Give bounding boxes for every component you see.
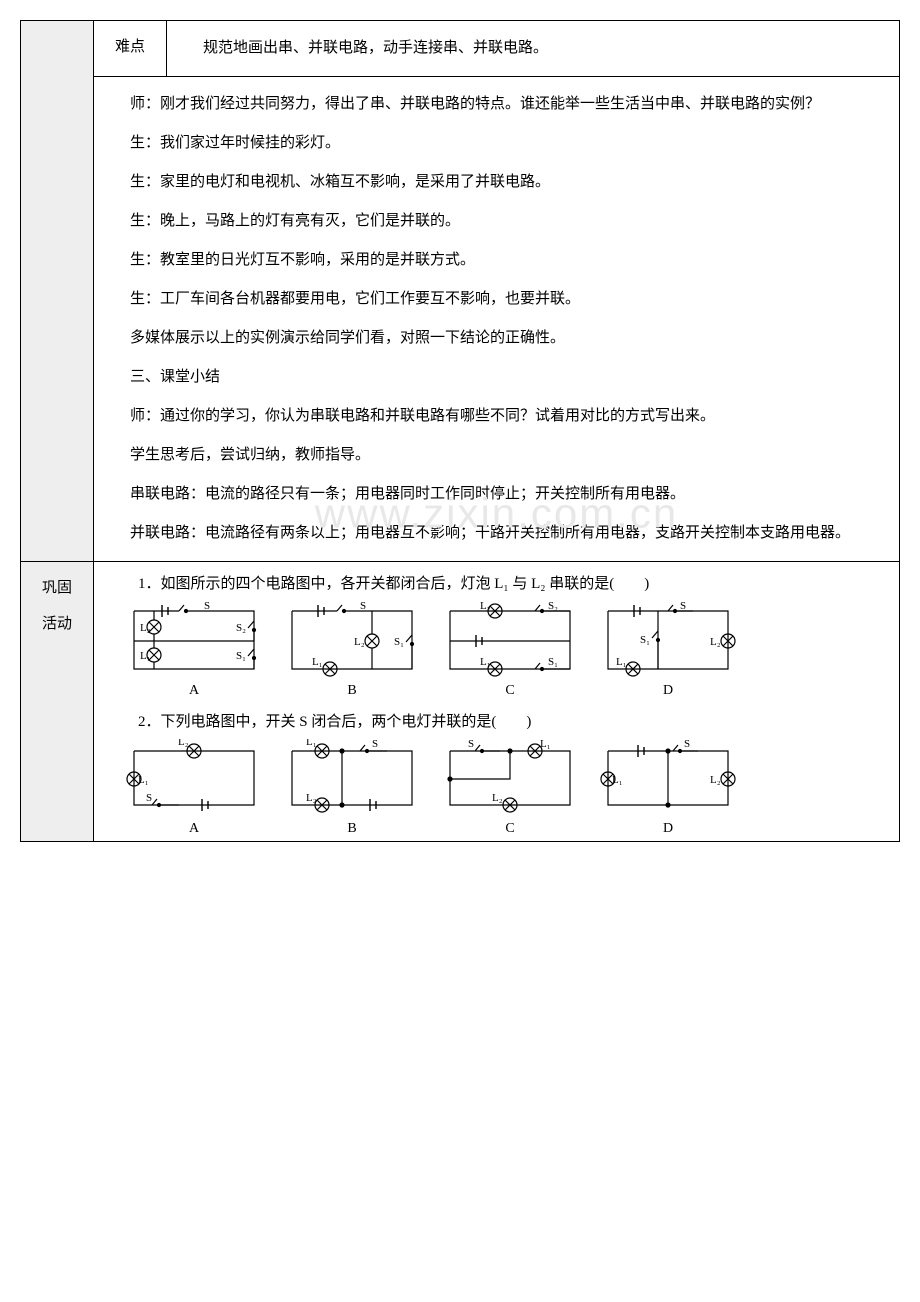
q2-text: 2．下列电路图中，开关 S 闭合后，两个电灯并联的是( ): [108, 708, 885, 737]
dialogue-p4: 生：晚上，马路上的灯有亮有灭，它们是并联的。: [100, 202, 893, 241]
svg-text:L₂: L₂: [354, 636, 365, 648]
dialogue-p6: 生：工厂车间各台机器都要用电，它们工作要互不影响，也要并联。: [100, 280, 893, 319]
q2-diag-d: S L₁ L₂ D: [598, 739, 738, 841]
svg-text:L₁: L₁: [138, 774, 149, 786]
practice-label-cell: 巩固 活动: [21, 562, 94, 842]
svg-text:L₁: L₁: [540, 739, 551, 750]
svg-text:S₁: S₁: [394, 636, 404, 648]
dialogue-p10: 学生思考后，尝试归纳，教师指导。: [100, 436, 893, 475]
svg-text:L₁: L₁: [616, 656, 627, 668]
svg-text:L₂: L₂: [710, 636, 721, 648]
q1-circuit-b-icon: S L₂ L₁ S₁: [282, 601, 422, 679]
dialogue-p12: 并联电路：电流路径有两条以上；用电器互不影响；干路开关控制所有用电器，支路开关控…: [100, 514, 893, 553]
difficulty-text: 规范地画出串、并联电路，动手连接串、并联电路。: [173, 29, 893, 68]
svg-text:S: S: [372, 739, 378, 750]
q1-diag-c: L₂ S₂ L₁ S₁ C: [440, 601, 580, 703]
svg-text:S: S: [146, 792, 152, 804]
dialogue-p1: 师：刚才我们经过共同努力，得出了串、并联电路的特点。谁还能举一些生活当中串、并联…: [100, 85, 893, 124]
svg-text:S₂: S₂: [236, 622, 246, 634]
dialogue-wrap: 师：刚才我们经过共同努力，得出了串、并联电路的特点。谁还能举一些生活当中串、并联…: [100, 85, 893, 553]
dialogue-p9: 师：通过你的学习，你认为串联电路和并联电路有哪些不同？试着用对比的方式写出来。: [100, 397, 893, 436]
svg-text:S: S: [680, 601, 686, 612]
difficulty-label-cell: 难点: [94, 21, 167, 77]
q2-cap-c: C: [505, 817, 514, 841]
q2-circuit-c-icon: S L₁ L₂: [440, 739, 580, 817]
svg-text:L₁: L₁: [612, 774, 623, 786]
svg-text:L₂: L₂: [140, 622, 151, 634]
lesson-table: 难点 规范地画出串、并联电路，动手连接串、并联电路。 师：刚才我们经过共同努力，…: [20, 20, 900, 842]
q1-diag-d: S S₁ L₂ L₁ D: [598, 601, 738, 703]
q2-cap-b: B: [347, 817, 356, 841]
svg-text:S: S: [468, 739, 474, 750]
dialogue-cell: 师：刚才我们经过共同努力，得出了串、并联电路的特点。谁还能举一些生活当中串、并联…: [94, 77, 900, 562]
q1-circuit-a-icon: L₂ L₁ S S₂ S₁: [124, 601, 264, 679]
q2-cap-a: A: [189, 817, 199, 841]
svg-text:S: S: [684, 739, 690, 750]
q1-diagrams: L₂ L₁ S S₂ S₁ A: [124, 601, 885, 703]
svg-text:L₂: L₂: [492, 792, 503, 804]
svg-text:S: S: [360, 601, 366, 612]
dialogue-p7: 多媒体展示以上的实例演示给同学们看，对照一下结论的正确性。: [100, 319, 893, 358]
svg-text:L₁: L₁: [140, 650, 151, 662]
q1-cap-b: B: [347, 679, 356, 703]
dialogue-p5: 生：教室里的日光灯互不影响，采用的是并联方式。: [100, 241, 893, 280]
q2-diag-c: S L₁ L₂ C: [440, 739, 580, 841]
svg-text:L₂: L₂: [306, 792, 317, 804]
difficulty-label: 难点: [115, 39, 145, 55]
practice-label-1: 巩固: [27, 570, 87, 606]
dialogue-p2: 生：我们家过年时候挂的彩灯。: [100, 124, 893, 163]
svg-text:L₁: L₁: [306, 739, 317, 748]
q2-diag-a: L₂ L₁ S A: [124, 739, 264, 841]
svg-text:S₁: S₁: [640, 634, 650, 646]
svg-text:L₁: L₁: [480, 656, 491, 668]
svg-text:S₁: S₁: [548, 656, 558, 668]
q1-cap-d: D: [663, 679, 673, 703]
q1-diag-a: L₂ L₁ S S₂ S₁ A: [124, 601, 264, 703]
svg-text:S₂: S₂: [548, 601, 558, 612]
q2-cap-d: D: [663, 817, 673, 841]
q1-circuit-d-icon: S S₁ L₂ L₁: [598, 601, 738, 679]
q2-circuit-a-icon: L₂ L₁ S: [124, 739, 264, 817]
svg-text:S: S: [204, 601, 210, 612]
q2-diag-b: L₁ S L₂ B: [282, 739, 422, 841]
dialogue-p11: 串联电路：电流的路径只有一条；用电器同时工作同时停止；开关控制所有用电器。: [100, 475, 893, 514]
dialogue-p8: 三、课堂小结: [100, 358, 893, 397]
q2-circuit-d-icon: S L₁ L₂: [598, 739, 738, 817]
q2-circuit-b-icon: L₁ S L₂: [282, 739, 422, 817]
q1-cap-c: C: [505, 679, 514, 703]
label-col-blank: [21, 21, 94, 562]
svg-text:L₂: L₂: [178, 739, 189, 748]
svg-text:L₂: L₂: [710, 774, 721, 786]
q1-circuit-c-icon: L₂ S₂ L₁ S₁: [440, 601, 580, 679]
practice-content: 1．如图所示的四个电路图中，各开关都闭合后，灯泡 L₁ 与 L₂ 串联的是( ): [94, 562, 900, 842]
practice-label-2: 活动: [27, 606, 87, 642]
svg-text:L₂: L₂: [480, 601, 491, 612]
q2-diagrams: L₂ L₁ S A: [124, 739, 885, 841]
q1-diag-b: S L₂ L₁ S₁ B: [282, 601, 422, 703]
q1-text: 1．如图所示的四个电路图中，各开关都闭合后，灯泡 L₁ 与 L₂ 串联的是( ): [108, 570, 885, 599]
dialogue-p3: 生：家里的电灯和电视机、冰箱互不影响，是采用了并联电路。: [100, 163, 893, 202]
difficulty-content: 规范地画出串、并联电路，动手连接串、并联电路。: [167, 21, 900, 77]
q1-cap-a: A: [189, 679, 199, 703]
svg-text:L₁: L₁: [312, 656, 323, 668]
svg-text:S₁: S₁: [236, 650, 246, 662]
